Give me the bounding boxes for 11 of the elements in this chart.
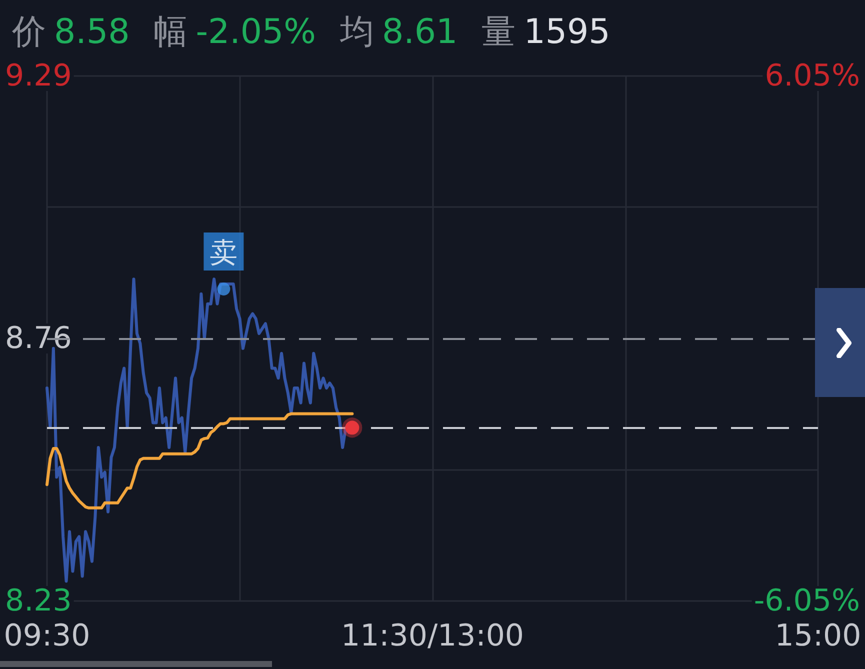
- y-tick-label: 8.76: [5, 321, 72, 356]
- chart-title: 价 8.58 幅 -2.05% 均 8.61 量 1595: [12, 11, 610, 54]
- x-tick-label: 15:00: [774, 618, 862, 654]
- line-series: [46, 412, 354, 510]
- y2-tick-label: 6.05%: [764, 58, 860, 94]
- x-tick-label: 11:30/13:00: [340, 618, 524, 654]
- y2-tick-label: -6.05%: [754, 584, 860, 618]
- data-label: 卖: [210, 236, 238, 269]
- y-tick-label: 8.23: [5, 584, 72, 618]
- x-tick-label: 09:30: [4, 618, 90, 654]
- y-tick-label: 9.29: [5, 58, 72, 94]
